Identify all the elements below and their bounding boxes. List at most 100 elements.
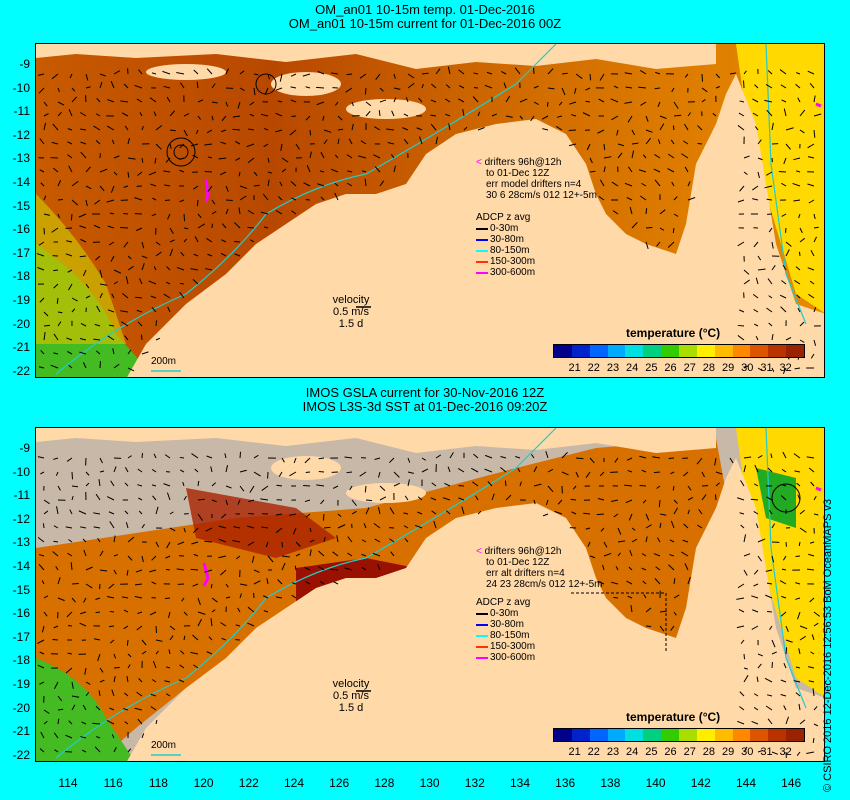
current-arrow bbox=[211, 101, 218, 104]
current-arrow bbox=[93, 638, 101, 641]
adcp-label: 0-30m bbox=[490, 608, 519, 619]
current-arrow bbox=[589, 170, 596, 173]
current-arrow bbox=[667, 153, 675, 159]
current-arrow bbox=[347, 536, 353, 543]
bottom-title-line2: IMOS L3S-3d SST at 01-Dec-2016 09:20Z bbox=[302, 399, 548, 414]
current-arrow bbox=[421, 468, 429, 473]
current-arrow bbox=[141, 255, 148, 259]
current-arrow bbox=[113, 747, 117, 753]
adcp-legend: ADCP z avg 0-30m 30-80m 80-150m 150-300m 300… bbox=[476, 597, 535, 663]
current-arrow bbox=[253, 580, 261, 585]
current-arrow bbox=[323, 139, 328, 145]
current-arrow bbox=[52, 551, 59, 557]
current-arrow bbox=[80, 736, 87, 739]
y-tick-label: -18 bbox=[12, 269, 30, 284]
current-arrow bbox=[167, 611, 171, 618]
current-arrow bbox=[127, 157, 136, 160]
current-arrow bbox=[766, 198, 773, 201]
current-arrow bbox=[555, 125, 563, 131]
current-arrow bbox=[393, 471, 400, 478]
current-arrow bbox=[79, 255, 87, 258]
current-arrow bbox=[407, 479, 410, 487]
current-arrow bbox=[247, 499, 255, 503]
current-arrow bbox=[337, 513, 342, 517]
current-arrow bbox=[807, 156, 815, 159]
current-arrow bbox=[346, 182, 353, 187]
current-arrow bbox=[85, 482, 90, 487]
current-arrow bbox=[771, 333, 774, 341]
current-arrow bbox=[317, 183, 325, 187]
current-arrow bbox=[645, 536, 648, 543]
current-arrow bbox=[85, 86, 91, 89]
current-arrow bbox=[614, 457, 619, 463]
current-arrow bbox=[135, 583, 143, 586]
current-arrow bbox=[208, 636, 213, 641]
current-arrow bbox=[659, 522, 662, 529]
current-arrow bbox=[99, 569, 108, 572]
current-arrow bbox=[290, 73, 297, 77]
current-arrow bbox=[108, 241, 115, 246]
current-arrow bbox=[248, 512, 255, 515]
current-arrow bbox=[737, 125, 745, 131]
current-arrow bbox=[500, 455, 507, 459]
x-tick-label: 122 bbox=[238, 776, 259, 790]
adcp-item: 0-30m bbox=[476, 223, 535, 234]
current-arrow bbox=[681, 551, 689, 557]
current-arrow bbox=[247, 226, 255, 229]
current-arrow bbox=[430, 83, 437, 89]
current-arrow bbox=[191, 541, 199, 545]
current-arrow bbox=[166, 541, 171, 549]
current-arrow bbox=[134, 84, 143, 89]
current-arrow bbox=[192, 583, 199, 587]
timor-island bbox=[271, 456, 341, 480]
current-arrow bbox=[155, 143, 162, 150]
current-arrow bbox=[80, 151, 87, 159]
current-arrow bbox=[37, 639, 45, 644]
current-arrow bbox=[249, 239, 255, 243]
current-arrow bbox=[624, 101, 633, 104]
current-arrow bbox=[687, 197, 696, 201]
current-arrow bbox=[617, 540, 626, 543]
current-arrow bbox=[206, 68, 213, 75]
current-arrow bbox=[673, 578, 676, 585]
current-arrow bbox=[239, 469, 247, 473]
current-arrow bbox=[179, 456, 185, 459]
drifter-marker-icon: < bbox=[476, 157, 482, 168]
current-arrow bbox=[39, 138, 45, 145]
current-arrow bbox=[737, 335, 745, 341]
current-arrow bbox=[491, 113, 497, 117]
current-arrow bbox=[84, 667, 87, 675]
x-tick-label: 128 bbox=[374, 776, 395, 790]
colorbar-tick: 29 bbox=[721, 362, 735, 374]
current-arrow bbox=[669, 539, 675, 543]
current-arrow bbox=[232, 128, 241, 131]
current-arrow bbox=[57, 597, 65, 602]
current-arrow bbox=[714, 457, 717, 466]
current-arrow bbox=[193, 69, 199, 75]
current-arrow bbox=[37, 456, 45, 459]
current-arrow bbox=[796, 72, 801, 75]
current-arrow bbox=[796, 751, 801, 756]
colorbar-tick: 22 bbox=[587, 362, 600, 374]
current-arrow bbox=[337, 128, 344, 131]
current-arrow bbox=[141, 639, 147, 646]
current-arrow bbox=[318, 550, 325, 557]
current-arrow bbox=[809, 597, 815, 603]
current-arrow bbox=[754, 126, 759, 131]
current-arrow bbox=[519, 98, 528, 103]
current-arrow bbox=[545, 451, 549, 459]
current-arrow bbox=[295, 541, 301, 547]
current-arrow bbox=[123, 83, 129, 89]
current-arrow bbox=[56, 506, 59, 515]
current-arrow bbox=[253, 73, 259, 76]
current-arrow bbox=[261, 526, 269, 529]
current-arrow bbox=[419, 136, 423, 145]
current-arrow bbox=[472, 96, 479, 103]
current-arrow bbox=[673, 499, 678, 504]
current-arrow bbox=[782, 555, 787, 561]
current-arrow bbox=[793, 199, 801, 202]
current-arrow bbox=[768, 295, 773, 299]
current-arrow bbox=[561, 72, 568, 75]
current-arrow bbox=[687, 509, 690, 515]
current-arrow bbox=[673, 507, 679, 515]
